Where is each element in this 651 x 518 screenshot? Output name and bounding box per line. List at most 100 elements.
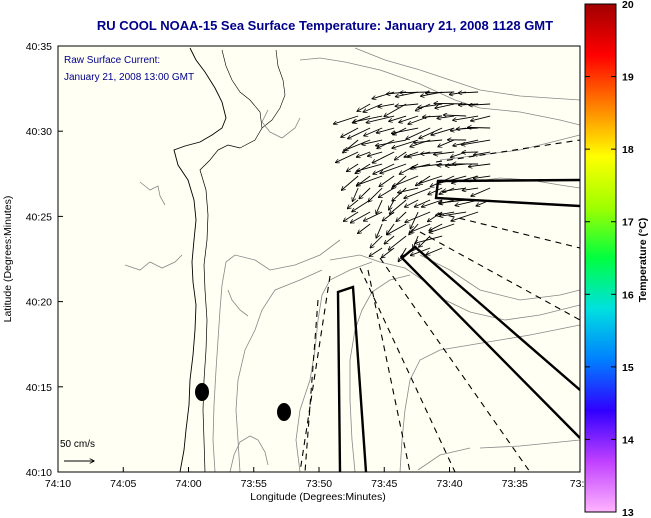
current-vector — [372, 151, 395, 163]
current-vector — [391, 127, 419, 133]
current-vector — [350, 211, 371, 223]
colorbar-label: Temperature (°C) — [637, 218, 649, 303]
x-tick-label: 74:00 — [175, 478, 201, 490]
current-vector — [410, 247, 431, 255]
current-vector — [333, 115, 359, 124]
current-vector — [468, 127, 491, 128]
current-vector — [419, 175, 443, 184]
colorbar-tick-label: 18 — [622, 144, 634, 156]
current-vector — [352, 187, 359, 201]
colorbar-tick-label: 16 — [622, 289, 634, 301]
current-vector — [366, 115, 395, 123]
current-vector — [376, 139, 407, 146]
current-vector — [356, 151, 371, 157]
coastline — [173, 47, 227, 472]
current-vector — [348, 127, 371, 139]
colorbar-tick-label: 17 — [622, 217, 634, 229]
annotation-line-1: Raw Surface Current: — [64, 55, 160, 66]
traffic-separation — [299, 139, 580, 472]
current-vector — [378, 187, 395, 197]
current-vector — [430, 175, 455, 187]
current-vector — [476, 199, 491, 206]
current-vector — [471, 187, 491, 196]
current-vector — [415, 103, 431, 111]
current-vector — [353, 115, 383, 122]
current-vector — [468, 163, 491, 167]
current-vector — [357, 103, 371, 111]
current-vector — [359, 187, 371, 199]
estuary — [221, 49, 263, 149]
current-vector — [388, 235, 407, 250]
current-vector — [415, 235, 443, 243]
current-vector — [389, 115, 407, 121]
east-lane — [434, 178, 580, 208]
current-vector — [410, 223, 431, 232]
current-vector — [429, 223, 455, 233]
current-vector — [343, 211, 359, 221]
current-vector — [395, 104, 419, 106]
current-vector — [357, 163, 383, 171]
current-vector — [458, 92, 479, 93]
x-tick-label: 73:50 — [306, 478, 332, 490]
colorbar-tick-label: 20 — [622, 0, 634, 11]
current-vector — [346, 163, 359, 172]
y-tick-label: 40:15 — [26, 382, 52, 394]
current-vector — [443, 115, 467, 116]
current-vector — [373, 163, 395, 174]
current-vector — [368, 187, 383, 202]
current-vector — [399, 115, 419, 122]
current-vector — [420, 152, 443, 154]
current-vector — [408, 151, 431, 157]
colorbar-ticks: 13 14 15 16 17 18 19 20 — [585, 0, 634, 518]
current-vector — [404, 187, 431, 198]
current-vector — [405, 211, 431, 222]
current-vector — [358, 223, 371, 234]
x-tick-label: 73:55 — [241, 478, 267, 490]
south-lane — [336, 285, 368, 472]
current-vector — [389, 199, 407, 214]
x-tick-label: 74:10 — [45, 478, 71, 490]
current-vector — [394, 151, 407, 160]
current-vector — [437, 175, 467, 184]
colorbar — [584, 3, 617, 513]
current-vector — [363, 211, 383, 221]
x-tick-label: 73:40 — [436, 478, 462, 490]
current-vector — [435, 103, 455, 108]
current-vector — [389, 199, 395, 210]
current-vector — [473, 175, 491, 178]
current-vector — [392, 187, 407, 201]
current-vector — [379, 175, 395, 186]
current-vector — [455, 199, 479, 206]
buoy-2-marker — [277, 403, 291, 421]
current-vector — [387, 223, 407, 235]
estuary-2 — [261, 49, 286, 129]
x-tick-label: 74:05 — [110, 478, 136, 490]
current-vector — [428, 187, 443, 195]
current-vector — [347, 199, 359, 209]
current-vector — [453, 115, 479, 120]
current-vector — [469, 104, 491, 105]
current-vector — [362, 139, 383, 145]
y-tick-label: 40:35 — [26, 41, 52, 53]
current-vector — [426, 247, 443, 255]
current-vector — [378, 103, 395, 107]
colorbar-tick-label: 14 — [622, 434, 634, 446]
current-vector — [384, 235, 395, 244]
current-vector — [380, 163, 407, 173]
annotation-line-2: January 21, 2008 13:00 GMT — [64, 72, 194, 83]
current-vector — [356, 175, 383, 185]
y-axis: 40:35 40:30 40:25 40:20 40:15 40:10 — [26, 41, 63, 479]
current-vector — [434, 151, 455, 155]
x-axis: 74:10 74:05 74:00 73:55 73:50 73:45 73:40 73:35… — [45, 467, 590, 490]
colorbar-tick-label: 19 — [622, 72, 634, 84]
y-tick-label: 40:30 — [26, 126, 52, 138]
current-vector — [381, 247, 395, 258]
current-vector — [410, 211, 419, 229]
current-vector — [396, 211, 407, 221]
current-vector — [341, 127, 359, 137]
buoy-1-marker — [195, 383, 209, 401]
current-vector — [393, 175, 419, 186]
current-vector — [376, 127, 395, 133]
y-tick-label: 40:10 — [26, 467, 52, 479]
